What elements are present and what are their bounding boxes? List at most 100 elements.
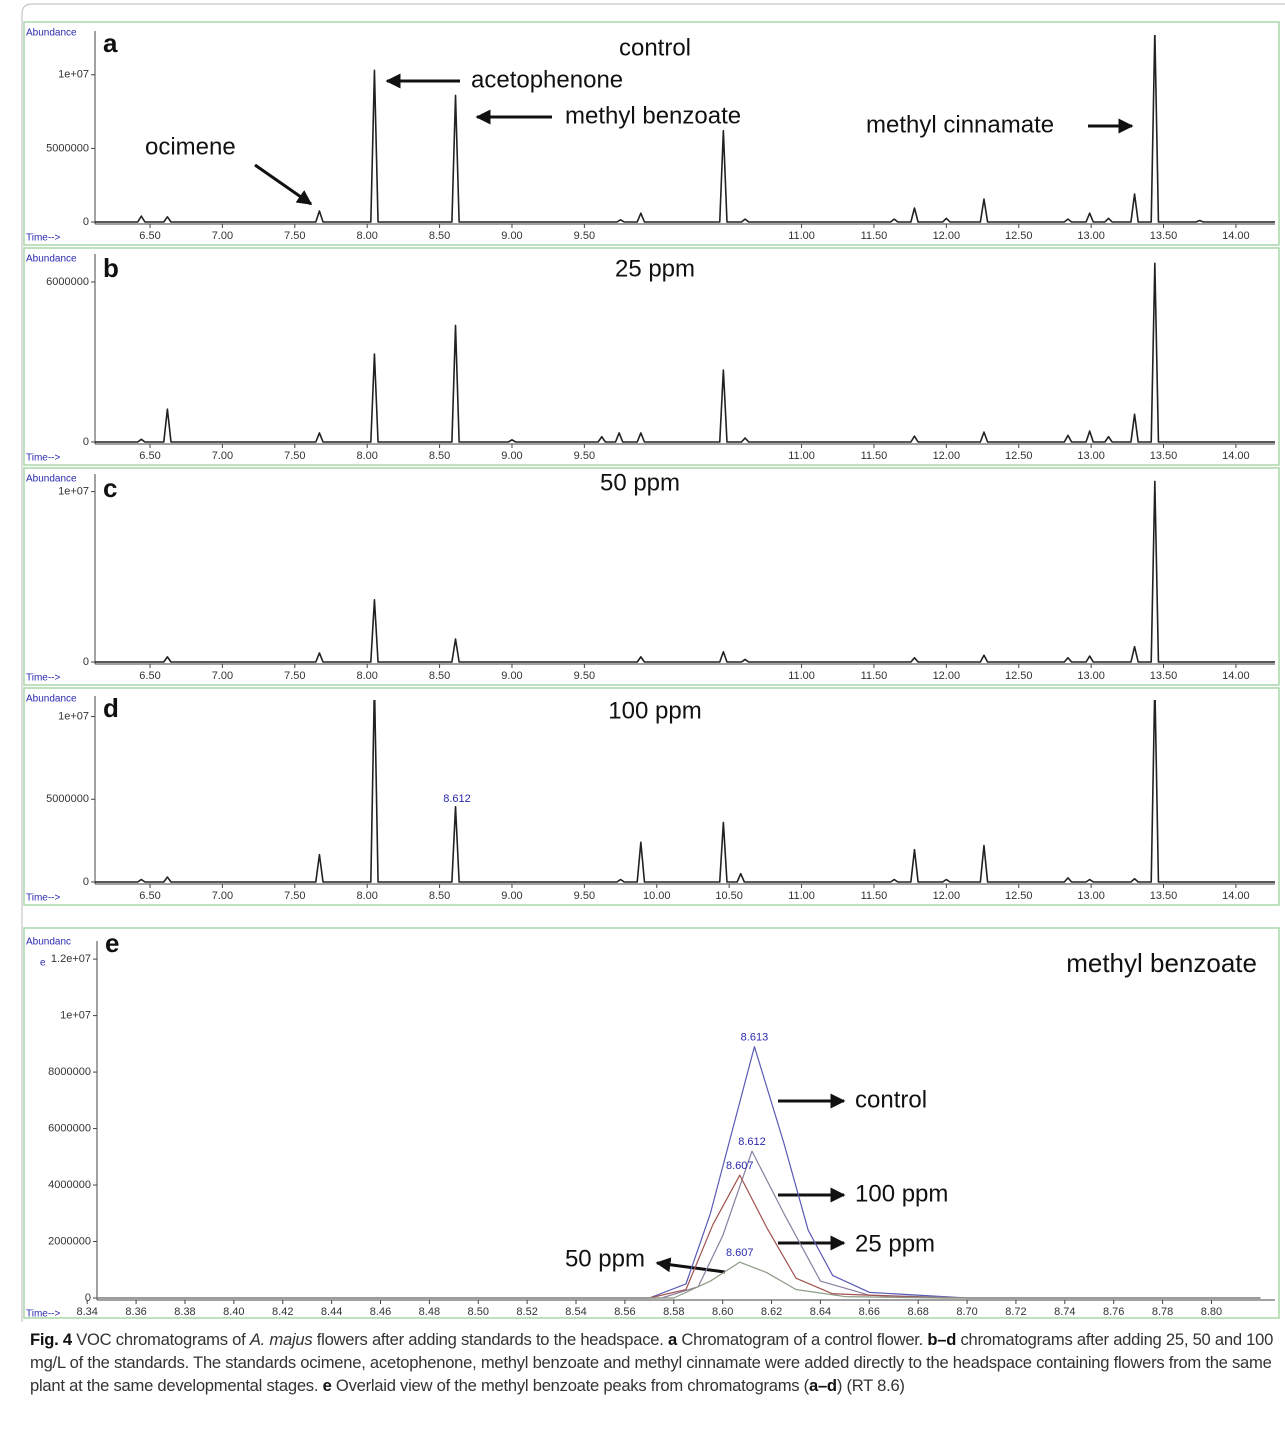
y-tick-label: 0 [83,216,89,228]
trace [95,262,1275,443]
y-tick-label: 0 [83,436,89,448]
x-axis-label: Time--> [26,673,61,684]
x-axis-label: Time--> [26,233,61,244]
x-tick-label: 7.50 [284,670,305,682]
legend-label: 50 ppm [565,1245,645,1272]
y-axis-label: Abundance [26,694,77,705]
panel-title: control [619,34,691,61]
x-tick-label: 8.50 [429,670,450,682]
y-tick-label: 1.2e+07 [51,953,91,965]
x-tick-label: 8.50 [429,450,450,462]
y-tick-label: 2000000 [48,1235,91,1247]
caption-text: A. majus [249,1330,313,1349]
x-tick-label: 8.42 [272,1306,293,1318]
x-tick-label: 8.00 [356,890,377,902]
x-tick-label: 12.50 [1005,670,1033,682]
caption-text: flowers after adding standards to the he… [312,1330,668,1349]
annotation: methyl cinnamate [866,111,1054,138]
caption-text: VOC chromatograms of [71,1330,250,1349]
x-tick-label: 11.00 [788,890,815,902]
x-tick-label: 12.00 [933,450,961,462]
x-tick-label: 8.80 [1201,1306,1222,1318]
x-tick-label: 9.50 [574,670,595,682]
y-tick-label: 6000000 [48,1122,91,1134]
caption-text: Chromatogram of a control flower. [676,1330,928,1349]
y-tick-label: 6000000 [46,276,89,288]
x-tick-label: 8.62 [761,1306,782,1318]
x-tick-label: 7.50 [284,450,305,462]
x-tick-label: 7.50 [284,230,305,242]
y-tick-label: 1e+07 [58,486,89,498]
x-tick-label: 7.00 [212,450,233,462]
x-tick-label: 8.78 [1152,1306,1173,1318]
y-axis-label: Abundanc [26,937,71,948]
trace [97,1174,1261,1299]
x-axis-label: Time--> [26,893,61,904]
x-tick-label: 12.50 [1005,230,1033,242]
peak-label: 8.612 [443,793,471,805]
x-tick-label: 9.50 [574,230,595,242]
caption: Fig. 4 VOC chromatograms of A. majus flo… [30,1328,1278,1397]
x-tick-label: 6.50 [139,890,160,902]
caption-text: ) (RT 8.6) [836,1376,905,1395]
x-tick-label: 13.00 [1077,230,1105,242]
trace [95,35,1275,223]
caption-text: chromatograms after adding 25, 50 and 10… [30,1330,1274,1395]
x-tick-label: 14.00 [1222,670,1250,682]
x-tick-label: 7.50 [284,890,305,902]
y-tick-label: 8000000 [48,1066,91,1078]
panel-letter: d [103,693,119,723]
x-tick-label: 8.50 [429,890,450,902]
annotation: ocimene [145,133,236,160]
trace [97,1261,1261,1299]
panel-letter: a [103,28,118,58]
x-tick-label: 13.50 [1150,450,1178,462]
x-tick-label: 8.58 [663,1306,684,1318]
x-tick-label: 12.00 [933,670,961,682]
x-tick-label: 9.00 [501,890,522,902]
trace [97,1046,1261,1299]
x-tick-label: 11.50 [861,890,888,902]
peak-label: 8.613 [741,1032,769,1044]
x-tick-label: 11.00 [788,670,815,682]
x-tick-label: 13.00 [1077,450,1105,462]
x-tick-label: 8.64 [810,1306,831,1318]
x-tick-label: 8.34 [77,1306,98,1318]
figure-border [21,3,1285,1436]
annotation: methyl benzoate [565,102,741,129]
x-tick-label: 6.50 [139,670,160,682]
x-tick-label: 13.00 [1077,670,1105,682]
x-tick-label: 6.50 [139,450,160,462]
y-tick-label: 5000000 [46,142,89,154]
y-tick-label: 5000000 [46,793,89,805]
panel-frame [23,21,1280,246]
x-tick-label: 8.38 [174,1306,195,1318]
x-tick-label: 14.00 [1222,230,1250,242]
annotation: acetophenone [471,66,623,93]
y-axis-label: Abundance [26,254,77,265]
caption-text: a [667,1330,677,1349]
panel-letter: e [105,928,119,958]
x-tick-label: 13.50 [1150,670,1178,682]
x-tick-label: 7.00 [212,230,233,242]
x-tick-label: 11.00 [788,230,815,242]
x-tick-label: 13.50 [1150,890,1178,902]
chart: 6.50 7.00 7.50 8.00 8.50 9.00 9.50 11.00 11.50 12… [21,3,1285,1436]
legend-label: 25 ppm [855,1230,935,1257]
panel-frame [23,247,1280,466]
x-tick-label: 14.00 [1222,890,1250,902]
caption-label: Fig. 4 [30,1330,72,1349]
x-tick-label: 6.50 [139,230,160,242]
panel-title: 25 ppm [615,255,695,282]
panel-title: 100 ppm [608,697,701,724]
x-tick-label: 8.00 [356,230,377,242]
panel-frame [23,927,1280,1319]
y-axis-label: e [40,958,46,969]
x-tick-label: 7.00 [212,890,233,902]
x-tick-label: 9.50 [574,450,595,462]
arrow [254,163,313,206]
y-tick-label: 1e+07 [58,69,89,81]
x-tick-label: 8.00 [356,450,377,462]
trace [97,1150,1261,1299]
